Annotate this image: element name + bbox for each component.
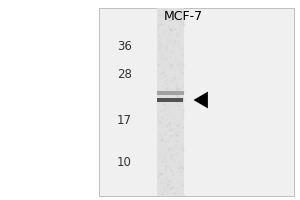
Bar — [99, 8, 294, 196]
Bar — [158, 8, 184, 196]
Text: MCF-7: MCF-7 — [164, 10, 202, 23]
Polygon shape — [194, 92, 208, 108]
Text: 10: 10 — [117, 156, 132, 170]
Bar — [158, 91, 184, 95]
Bar — [158, 98, 183, 102]
Text: 36: 36 — [117, 40, 132, 52]
Text: 17: 17 — [117, 114, 132, 128]
Text: 28: 28 — [117, 68, 132, 82]
